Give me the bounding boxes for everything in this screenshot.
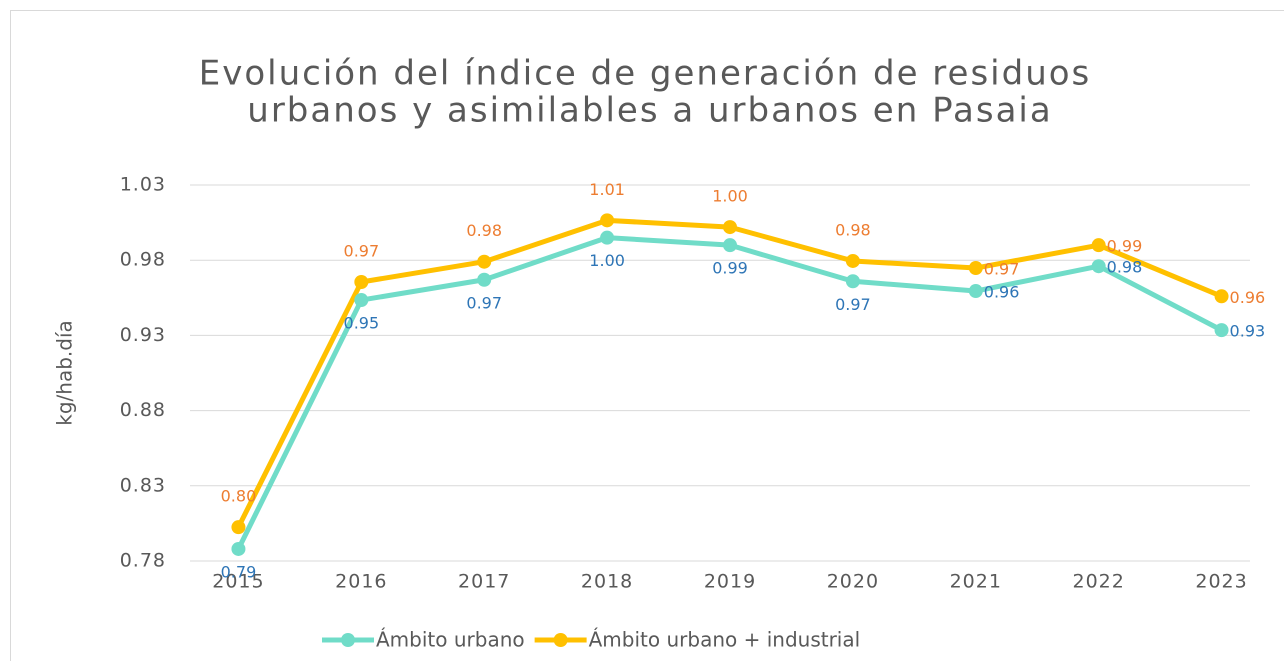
data-point: [600, 213, 615, 228]
data-point: [231, 541, 246, 556]
data-point: [477, 254, 492, 269]
data-label: 1.01: [589, 180, 625, 199]
data-label: 0.95: [344, 314, 380, 333]
data-point: [354, 275, 369, 290]
chart-title: urbanos y asimilables a urbanos en Pasai…: [247, 91, 1052, 131]
data-label: 1.00: [589, 251, 625, 270]
chart-title: Evolución del índice de generación de re…: [199, 54, 1092, 94]
legend-label: Ámbito urbano + industrial: [589, 628, 861, 652]
data-label: 0.98: [1107, 258, 1143, 277]
x-tick-label: 2022: [1072, 571, 1124, 593]
data-label: 0.80: [221, 487, 257, 506]
y-tick-label: 0.78: [120, 550, 166, 572]
data-label: 0.96: [1230, 288, 1266, 307]
y-tick-label: 0.88: [120, 399, 166, 421]
data-label: 0.99: [712, 259, 748, 278]
data-point: [1214, 289, 1229, 304]
data-label: 0.97: [344, 242, 380, 261]
x-tick-label: 2015: [212, 571, 264, 593]
data-point: [600, 230, 615, 245]
x-tick-label: 2018: [581, 571, 633, 593]
data-label: 0.96: [984, 283, 1020, 302]
data-point: [723, 220, 737, 235]
data-label: 0.97: [466, 293, 502, 312]
y-axis-label: kg/hab.día: [53, 320, 77, 426]
data-label: 1.00: [712, 187, 748, 206]
data-point: [968, 284, 983, 299]
data-point: [845, 274, 860, 289]
data-label: 0.79: [221, 562, 257, 581]
y-tick-label: 0.83: [120, 474, 166, 496]
legend-label: Ámbito urbano: [376, 628, 525, 652]
data-label: 0.98: [466, 221, 502, 240]
data-label: 0.93: [1230, 322, 1266, 341]
y-tick-label: 0.98: [120, 249, 166, 271]
x-tick-label: 2016: [335, 571, 387, 593]
data-label: 0.97: [835, 295, 871, 314]
data-point: [723, 238, 737, 253]
y-tick-label: 1.03: [120, 174, 166, 196]
data-point: [968, 261, 983, 276]
data-point: [1091, 238, 1106, 253]
legend-swatch: [553, 633, 568, 647]
data-point: [231, 520, 246, 535]
data-label: 0.98: [835, 220, 871, 239]
x-tick-label: 2023: [1195, 571, 1247, 593]
data-point: [1214, 323, 1229, 338]
x-tick-label: 2017: [458, 571, 510, 593]
data-point: [845, 253, 860, 268]
data-point: [477, 272, 492, 287]
data-label: 0.97: [984, 260, 1020, 279]
data-label: 0.99: [1107, 237, 1143, 256]
data-point: [1091, 259, 1106, 274]
x-tick-label: 2020: [827, 571, 879, 593]
x-tick-label: 2019: [704, 571, 756, 593]
x-tick-label: 2021: [950, 571, 1002, 593]
y-tick-label: 0.93: [120, 324, 166, 346]
legend-swatch: [341, 633, 355, 647]
data-point: [354, 293, 369, 308]
